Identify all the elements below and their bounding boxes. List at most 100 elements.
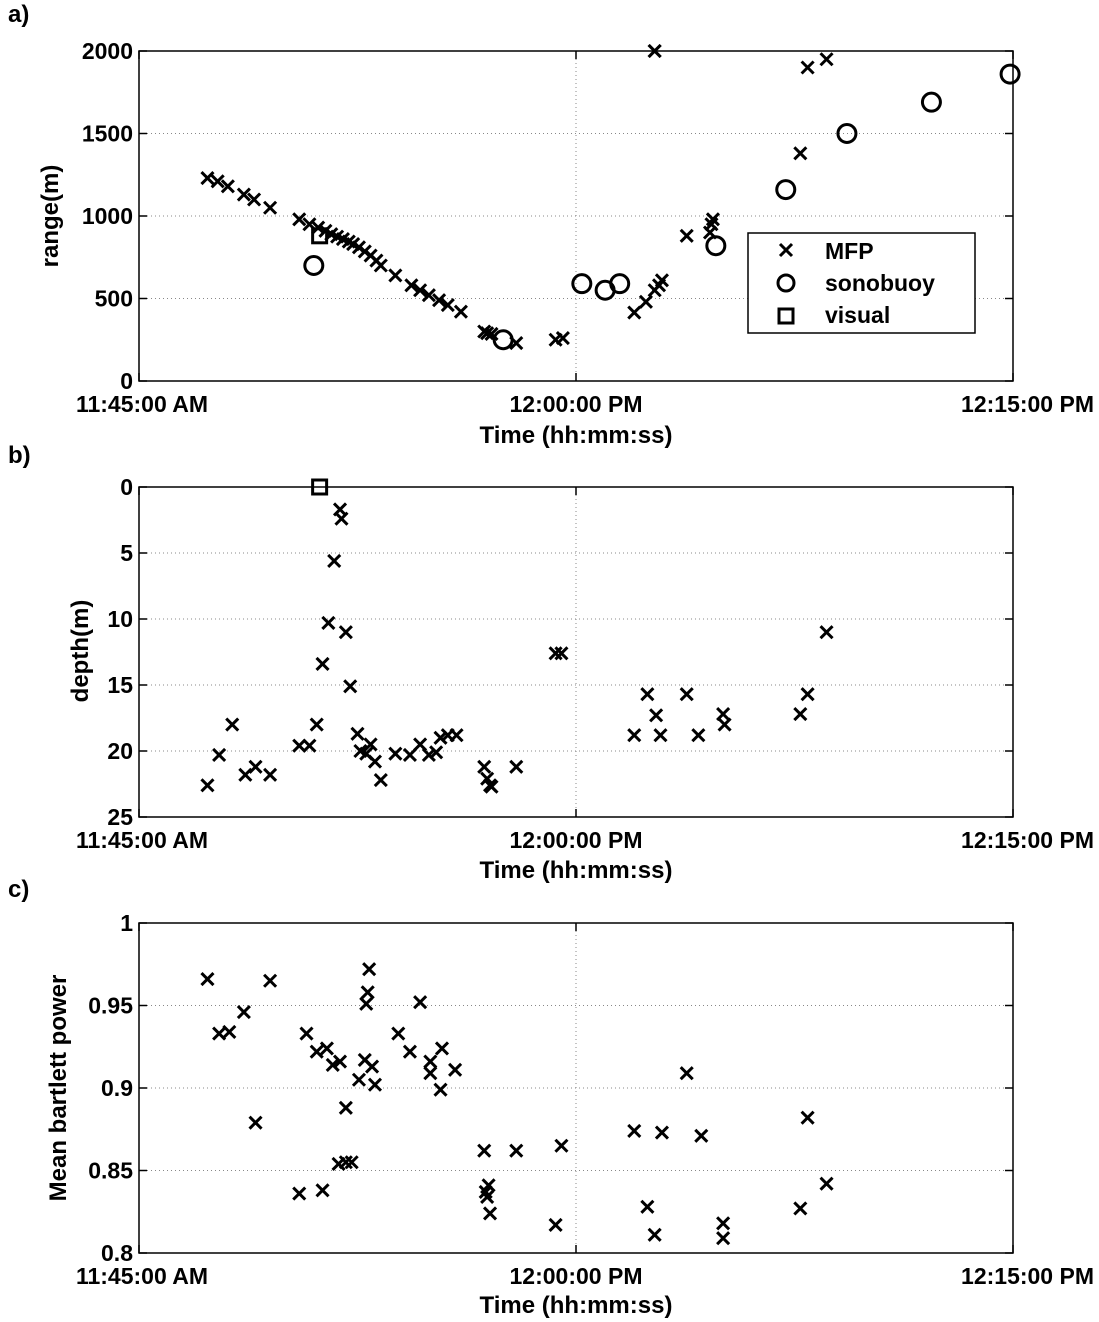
- data-point-mfp: [350, 726, 365, 741]
- data-point-mfp: [373, 258, 388, 273]
- legend-circle-marker: [776, 273, 796, 293]
- data-point-mfp: [800, 60, 815, 75]
- x-tick-label: 11:45:00 AM: [76, 1263, 208, 1289]
- y-tick-label: 500: [95, 286, 133, 312]
- y-axis-label-b: depth(m): [67, 600, 94, 703]
- data-point-mfp: [647, 1227, 662, 1242]
- panel-label-b: b): [8, 442, 31, 469]
- legend-entry-mfp: MFP: [778, 238, 874, 264]
- y-tick-label: 10: [107, 606, 133, 632]
- data-point-mfp: [440, 298, 455, 313]
- data-point-mfp: [212, 747, 227, 763]
- y-tick-label: 20: [107, 738, 133, 764]
- data-point-mfp: [429, 745, 444, 760]
- y-tick-label: 0: [120, 368, 133, 394]
- data-point-mfp: [679, 228, 694, 243]
- data-point-mfp: [453, 304, 468, 319]
- x-tick-label: 11:45:00 AM: [76, 391, 208, 417]
- panel-label-c: c): [8, 876, 29, 903]
- data-point-mfp: [793, 146, 808, 161]
- data-point-mfp: [334, 511, 349, 526]
- data-point-mfp: [365, 1059, 380, 1074]
- x-axis-label-b: Time (hh:mm:ss): [480, 857, 673, 884]
- data-point-mfp: [332, 1054, 348, 1069]
- data-point-mfp: [716, 1216, 731, 1231]
- data-point-mfp: [555, 331, 570, 346]
- data-point-sonobuoy: [999, 63, 1021, 85]
- legend-entry-visual: visual: [777, 302, 890, 328]
- data-point-mfp: [484, 779, 499, 794]
- data-point-mfp: [649, 708, 664, 723]
- data-point-mfp: [653, 728, 668, 743]
- data-point-mfp: [481, 1178, 496, 1193]
- data-point-mfp: [263, 200, 278, 215]
- data-point-mfp: [638, 294, 653, 309]
- data-point-mfp: [402, 1044, 418, 1059]
- data-point-sonobuoy: [492, 329, 514, 351]
- data-point-sonobuoy: [609, 273, 631, 295]
- plot-frame-a: [138, 50, 1014, 382]
- legend-x-marker: [778, 242, 794, 258]
- y-tick-label: 0: [120, 474, 133, 500]
- data-point-mfp: [627, 305, 642, 320]
- data-point-mfp: [627, 728, 642, 743]
- data-point-mfp: [200, 778, 215, 793]
- x-tick-label: 12:15:00 PM: [961, 391, 1094, 417]
- y-tick-label: 0.9: [101, 1075, 133, 1101]
- data-point-mfp: [247, 192, 262, 207]
- data-point-mfp: [819, 625, 834, 640]
- data-point-mfp: [200, 170, 215, 186]
- data-point-mfp: [640, 1199, 655, 1214]
- data-point-mfp: [717, 717, 732, 732]
- data-point-mfp: [477, 1143, 492, 1158]
- data-point-mfp: [360, 985, 375, 1000]
- x-axis-label-c: Time (hh:mm:ss): [480, 1292, 673, 1319]
- data-point-sonobuoy: [920, 91, 942, 113]
- data-point-mfp: [402, 747, 418, 763]
- data-point-mfp: [210, 174, 225, 189]
- data-point-mfp: [388, 268, 403, 283]
- data-point-mfp: [404, 278, 419, 293]
- data-point-mfp: [344, 1155, 359, 1170]
- data-point-sonobuoy: [303, 255, 325, 276]
- data-point-mfp: [433, 1082, 448, 1097]
- data-point-sonobuoy: [775, 179, 797, 201]
- panel-a: a) Time (hh:mm:ss) range(m) 0 500 1000 1500…: [8, 1, 1094, 449]
- data-point-mfp: [327, 553, 342, 568]
- y-axis-label-a: range(m): [37, 165, 64, 268]
- data-point-mfp: [315, 1183, 330, 1198]
- data-point-mfp: [480, 326, 495, 341]
- plot-frame-c: [138, 922, 1014, 1254]
- data-point-mfp: [482, 1206, 498, 1221]
- x-tick-label: 11:45:00 AM: [76, 827, 208, 853]
- data-point-mfp: [220, 179, 235, 194]
- data-point-mfp: [705, 212, 720, 227]
- data-point-mfp: [309, 717, 324, 732]
- data-point-mfp: [309, 1044, 324, 1059]
- y-tick-label: 1500: [82, 121, 133, 147]
- y-tick-label: 0.8: [101, 1240, 133, 1266]
- data-point-mfp: [315, 656, 330, 671]
- legend-label-mfp: MFP: [825, 238, 874, 264]
- x-tick-label: 12:15:00 PM: [961, 1263, 1094, 1289]
- data-point-mfp: [819, 1176, 834, 1191]
- data-point-mfp: [351, 1072, 367, 1087]
- y-tick-label: 5: [120, 540, 133, 566]
- y-tick-label: 15: [107, 672, 133, 698]
- data-point-mfp: [509, 1143, 524, 1158]
- data-point-mfp: [654, 1125, 670, 1140]
- data-point-mfp: [421, 288, 436, 303]
- plot-frame-b: [138, 486, 1014, 818]
- data-point-mfp: [800, 1110, 815, 1125]
- data-point-mfp: [292, 212, 307, 227]
- data-point-mfp: [679, 1066, 694, 1081]
- x-axis-label-a: Time (hh:mm:ss): [480, 422, 673, 449]
- data-point-mfp: [338, 1155, 353, 1170]
- legend-entry-sonobuoy: sonobuoy: [776, 270, 935, 296]
- data-point-mfp: [548, 646, 563, 661]
- data-point-mfp: [716, 1231, 731, 1246]
- data-point-mfp: [800, 687, 815, 702]
- data-point-mfp: [548, 1217, 563, 1233]
- x-tick-label: 12:15:00 PM: [961, 827, 1094, 853]
- data-point-mfp: [238, 767, 253, 782]
